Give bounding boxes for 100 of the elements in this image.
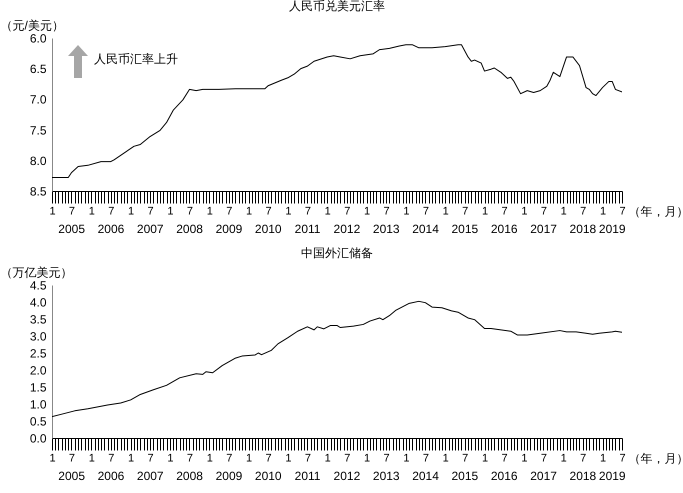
text: 2009	[216, 469, 243, 483]
y-axis-title: （元/美元）	[0, 18, 64, 32]
text: 2007	[136, 469, 164, 483]
x-tick-label: 7	[422, 452, 429, 464]
x-tick-label: 7	[580, 206, 586, 218]
x-tick-label: 7	[384, 452, 390, 464]
x-tick-label: 7	[226, 452, 232, 464]
x-tick-label: 1	[246, 206, 252, 218]
x-tick-label: 1	[403, 452, 410, 464]
x-tick-label: 1	[49, 206, 56, 218]
text: 2006	[98, 469, 125, 483]
chart-title: 人民币兑美元汇率	[289, 0, 385, 13]
x-tick-label: 7	[619, 452, 626, 464]
x-tick-label: 7	[108, 452, 114, 464]
x-axis-title: （年，月）	[628, 204, 683, 218]
text: 2009	[216, 222, 243, 236]
x-tick-label: 7	[344, 452, 350, 464]
y-tick-label: 2.5	[30, 346, 47, 360]
x-tick-label: 1	[521, 206, 528, 218]
x-tick-label: 1	[403, 206, 410, 218]
x-tick-label: 1	[88, 452, 95, 464]
x-tick-label: 1	[167, 452, 174, 464]
text: 2015	[452, 469, 479, 483]
x-tick-label: 7	[148, 206, 154, 218]
text: 2017	[530, 469, 558, 483]
text: 2008	[176, 222, 204, 236]
text: 2013	[372, 469, 400, 483]
text: 2019	[598, 469, 626, 483]
x-tick-label: 7	[186, 206, 194, 218]
x-tick-label: 7	[422, 206, 429, 218]
y-tick-label: 1.0	[30, 398, 47, 412]
x-tick-label: 1	[167, 206, 174, 218]
x-tick-label: 1	[482, 206, 488, 218]
x-axis-title: （年，月）	[628, 452, 683, 466]
y-tick-label: 8.5	[30, 184, 47, 198]
x-tick-label: 1	[600, 206, 606, 218]
y-tick-label: 4.5	[30, 278, 47, 292]
text: 2005	[58, 222, 86, 236]
text: 2006	[98, 222, 125, 236]
x-tick-label: 7	[304, 452, 311, 464]
y-tick-label: 3.5	[30, 312, 47, 326]
x-tick-label: 1	[521, 452, 528, 464]
x-tick-label: 1	[206, 206, 213, 218]
y-tick-label: 2.0	[30, 364, 47, 378]
y-tick-label: 6.0	[30, 32, 47, 46]
x-tick-label: 7	[68, 452, 76, 464]
x-tick-label: 1	[442, 206, 449, 218]
x-tick-label: 1	[560, 206, 567, 218]
text: 2019	[598, 222, 626, 236]
y-tick-label: 1.5	[30, 380, 47, 394]
x-tick-label: 1	[206, 452, 213, 464]
text: 2018	[570, 469, 597, 483]
text: 2014	[412, 222, 440, 236]
x-tick-label: 1	[482, 452, 488, 464]
y-tick-label: 4.0	[30, 296, 47, 310]
x-tick-label: 7	[540, 206, 547, 218]
x-tick-label: 7	[186, 452, 194, 464]
annotation: 人民币汇率上升	[94, 52, 178, 66]
x-tick-label: 7	[462, 206, 468, 218]
text: 2007	[136, 222, 164, 236]
text: 2017	[530, 222, 558, 236]
x-tick-label: 7	[68, 206, 76, 218]
text: 2016	[490, 469, 518, 483]
x-tick-label: 7	[304, 206, 311, 218]
text: 2015	[452, 222, 479, 236]
x-tick-label: 1	[88, 206, 95, 218]
x-tick-label: 7	[540, 452, 547, 464]
x-tick-label: 7	[462, 452, 468, 464]
text: 2012	[334, 469, 361, 483]
text: 2011	[294, 469, 321, 483]
chart-title: 中国外汇储备	[301, 246, 373, 260]
x-tick-label: 7	[108, 206, 114, 218]
text: 2018	[570, 222, 597, 236]
x-tick-label: 1	[128, 452, 134, 464]
x-tick-label: 1	[49, 452, 56, 464]
line-series	[52, 44, 622, 178]
y-tick-label: 0.0	[30, 432, 47, 446]
text: 2014	[412, 469, 440, 483]
x-tick-label: 7	[226, 206, 232, 218]
y-tick-label: 0.5	[30, 414, 47, 428]
y-tick-label: 8.0	[30, 154, 47, 168]
line-series	[52, 300, 622, 418]
text: 2013	[372, 222, 400, 236]
x-tick-label: 1	[364, 206, 370, 218]
text: 2016	[490, 222, 518, 236]
text: 2008	[176, 469, 204, 483]
x-tick-label: 1	[364, 452, 370, 464]
x-tick-label: 7	[619, 206, 626, 218]
y-tick-label: 7.5	[30, 123, 47, 138]
x-tick-label: 1	[560, 452, 567, 464]
x-tick-label: 7	[266, 206, 272, 218]
x-tick-label: 7	[384, 206, 390, 218]
text: 2010	[254, 469, 282, 483]
x-tick-label: 1	[442, 452, 449, 464]
x-tick-label: 7	[266, 452, 272, 464]
x-tick-label: 1	[285, 452, 292, 464]
x-tick-label: 1	[600, 452, 606, 464]
x-tick-label: 1	[324, 452, 331, 464]
x-tick-label: 1	[128, 206, 134, 218]
x-tick-label: 7	[344, 206, 350, 218]
